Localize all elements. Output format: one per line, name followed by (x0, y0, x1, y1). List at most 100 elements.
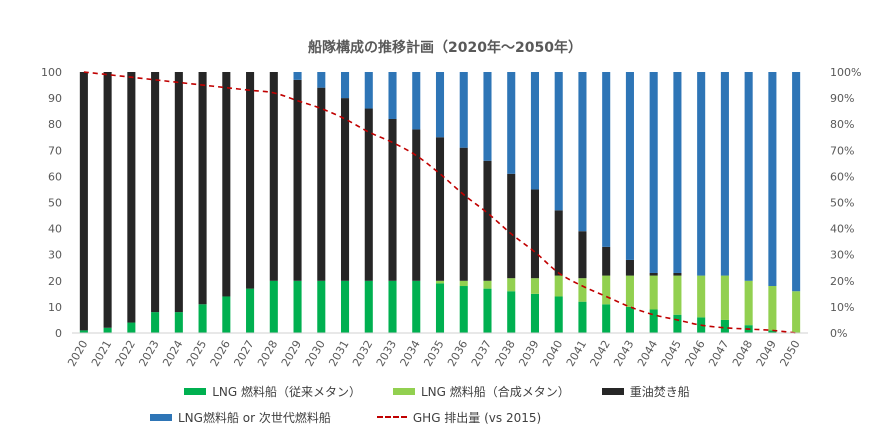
ghg-emission-line (83, 71, 797, 334)
bar-segment-series-1 (435, 280, 445, 284)
x-tick-label: 2040 (540, 338, 565, 369)
x-tick-label: 2046 (683, 338, 708, 369)
legend-label-lng-synthetic: LNG 燃料船（合成メタン） (420, 384, 570, 399)
bar-segment-series-1 (625, 275, 634, 307)
bar-segment-series-2 (625, 259, 634, 276)
y-tick-label-left: 50 (48, 197, 62, 210)
bar-segment-series-2 (317, 87, 326, 281)
bar-segment-series-1 (507, 278, 516, 292)
bar-segment-series-0 (246, 288, 255, 333)
bar-segment-series-0 (649, 309, 658, 333)
ghg-line-group (83, 71, 797, 334)
bar-segment-series-0 (768, 330, 777, 333)
legend-item-lng-conventional: LNG 燃料船（従来メタン） (184, 383, 361, 400)
x-tick-label: 2022 (113, 338, 138, 369)
x-tick-label: 2030 (303, 338, 328, 369)
x-tick-label: 2050 (777, 338, 802, 369)
y-tick-label-left: 80 (48, 118, 62, 131)
y-tick-label-right: 30% (830, 249, 854, 262)
bar-segment-series-2 (554, 210, 563, 276)
bar-segment-series-1 (554, 275, 563, 297)
y-tick-label-left: 40 (48, 223, 62, 236)
bar-segment-series-2 (578, 231, 587, 279)
bar-segment-series-3 (792, 72, 801, 292)
bar-segment-series-2 (435, 137, 445, 281)
bar-segment-series-0 (578, 301, 587, 333)
bar-segment-series-0 (198, 304, 207, 333)
bar-segment-series-0 (602, 304, 611, 333)
bar-segment-series-2 (507, 173, 516, 279)
y-tick-label-right: 10% (830, 301, 854, 314)
x-tick-label: 2042 (588, 338, 613, 369)
bar-segment-series-3 (435, 72, 445, 138)
bar-segment-series-2 (127, 72, 136, 323)
x-tick-label: 2035 (421, 338, 446, 369)
x-tick-label: 2049 (754, 338, 779, 369)
x-tick-label: 2034 (398, 338, 423, 369)
y-tick-label-left: 100 (41, 66, 62, 79)
bar-segment-series-2 (222, 72, 231, 297)
legend-swatch-lng-conventional (184, 387, 207, 395)
bar-segment-series-0 (673, 314, 682, 333)
bar-segment-series-3 (768, 72, 777, 287)
bar-segment-series-3 (720, 72, 729, 276)
x-tick-label: 2023 (136, 338, 161, 369)
bar-segment-series-1 (744, 280, 753, 326)
bar-segment-series-2 (364, 108, 373, 281)
chart-title: 船隊構成の推移計画（2020年～2050年） (308, 39, 582, 56)
y-tick-label-right: 20% (830, 275, 854, 288)
bar-segment-series-1 (720, 275, 729, 320)
bar-segment-series-2 (673, 272, 682, 276)
y-tick-label-right: 90% (830, 92, 854, 105)
bar-segment-series-0 (151, 312, 160, 333)
bar-segment-series-3 (602, 72, 611, 247)
bar-segment-series-3 (317, 72, 326, 88)
bar-segment-series-2 (79, 72, 88, 331)
bar-segment-series-0 (625, 306, 634, 333)
legend-label-heavy-oil: 重油焚き船 (629, 384, 690, 399)
x-tick-label: 2027 (231, 338, 256, 369)
y-tick-label-right: 0% (830, 327, 847, 340)
y-tick-label-right: 50% (830, 197, 854, 210)
bar-segment-series-2 (459, 147, 468, 281)
bar-segment-series-2 (174, 72, 183, 313)
y-tick-label-right: 60% (830, 170, 854, 183)
bar-segment-series-2 (246, 72, 255, 289)
bar-segment-series-0 (79, 330, 88, 333)
legend-label-lng-conventional: LNG 燃料船（従来メタン） (212, 384, 361, 399)
bar-segment-series-0 (174, 312, 183, 333)
x-tick-label: 2045 (659, 338, 684, 369)
legend-item-heavy-oil: 重油焚き船 (601, 383, 690, 400)
bar-segment-series-0 (103, 327, 112, 333)
legend-swatch-lng-synthetic (392, 387, 415, 395)
y-axis-right: 0% 10% 20% 30% 40% 50% 60% 70% 80% 90% 100% (830, 66, 861, 340)
y-tick-label-left: 20 (48, 275, 62, 288)
x-tick-label: 2026 (208, 338, 233, 369)
bar-segment-series-0 (507, 291, 516, 333)
legend-swatch-ghg (376, 416, 407, 418)
bar-segment-series-2 (388, 118, 397, 281)
bar-segment-series-0 (459, 286, 468, 333)
x-tick-label: 2041 (564, 338, 589, 369)
bar-segment-series-0 (388, 280, 397, 333)
x-tick-label: 2020 (65, 338, 90, 369)
x-tick-label: 2033 (374, 338, 399, 369)
x-tick-label: 2025 (184, 338, 209, 369)
bar-segment-series-1 (602, 275, 611, 305)
legend-label-ghg: GHG 排出量 (vs 2015) (412, 410, 542, 425)
y-tick-label-right: 70% (830, 144, 854, 157)
x-tick-label: 2038 (493, 338, 518, 369)
x-axis: 2020202120222023202420252026202720282029… (65, 338, 803, 369)
bar-segment-series-0 (364, 280, 373, 333)
x-tick-label: 2021 (89, 338, 114, 369)
bar-segment-series-1 (673, 275, 682, 315)
legend-row-1: LNG 燃料船（従来メタン） LNG 燃料船（合成メタン） 重油焚き船 (0, 378, 890, 404)
y-tick-label-right: 40% (830, 223, 854, 236)
bar-segment-series-2 (293, 79, 302, 281)
x-tick-label: 2039 (516, 338, 541, 369)
y-tick-label-left: 10 (48, 301, 62, 314)
x-tick-label: 2047 (706, 338, 731, 369)
bar-segment-series-0 (530, 293, 540, 333)
